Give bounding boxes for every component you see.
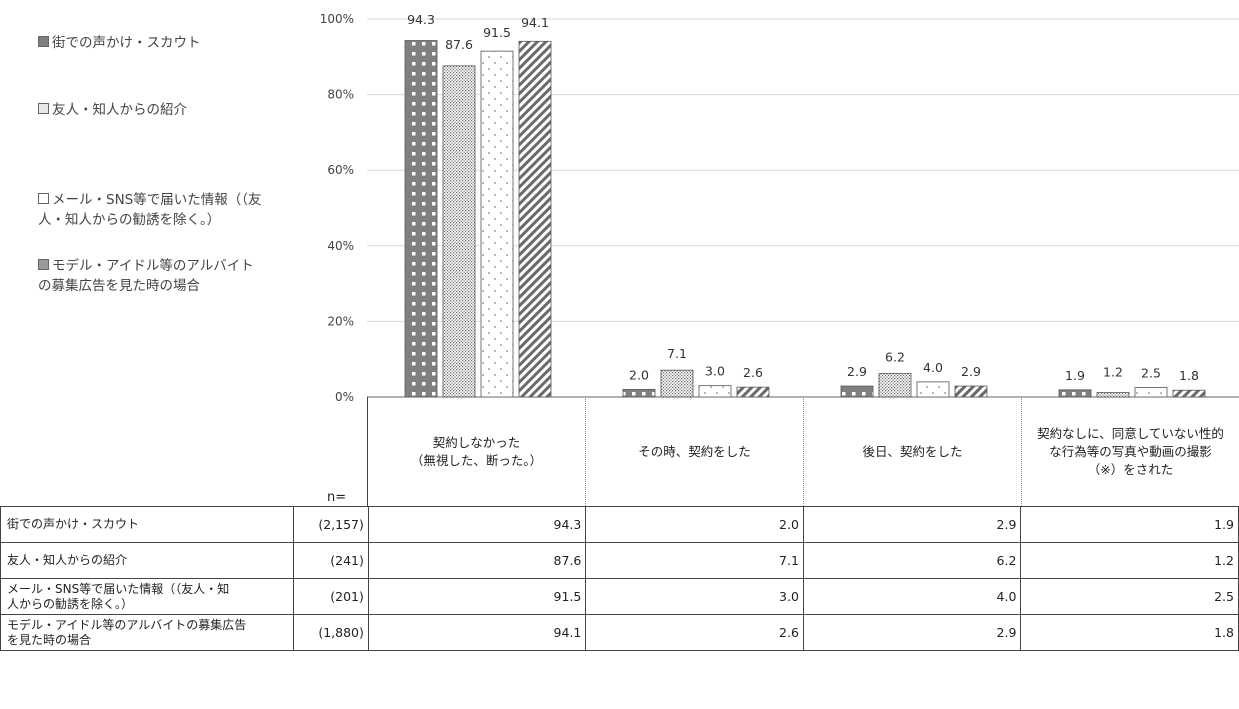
- bar-1-3: [736, 386, 770, 398]
- legend-item-3: モデル・アイドル等のアルバイト の募集広告を見た時の場合: [38, 236, 298, 296]
- bar-1-2: [698, 385, 732, 398]
- y-tick-label-2: 40%: [327, 239, 354, 253]
- value-label-3-3: 1.8: [1179, 368, 1199, 383]
- legend-swatch-3: [38, 258, 49, 270]
- value-label-3-0: 1.9: [1065, 368, 1085, 383]
- y-tick-label-0: 0%: [335, 390, 354, 404]
- bar-3-1: [1096, 392, 1130, 398]
- y-tick-label-5: 100%: [320, 12, 354, 26]
- bar-3-3: [1172, 389, 1206, 398]
- cell-0-3: 1.9: [1020, 506, 1239, 543]
- legend-label-1: 友人・知人からの紹介: [52, 102, 187, 118]
- cell-1-2: 6.2: [802, 542, 1022, 579]
- value-label-3-2: 2.5: [1141, 366, 1161, 381]
- cell-1-3: 1.2: [1020, 542, 1239, 579]
- bar-2-1: [878, 373, 912, 398]
- value-label-0-1: 87.6: [445, 37, 473, 52]
- legend-label-0: 街での声かけ・スカウト: [52, 35, 201, 51]
- cell-2-1: 3.0: [585, 578, 804, 615]
- value-label-1-0: 2.0: [629, 367, 649, 382]
- table-row: モデル・アイドル等のアルバイトの募集広告 を見た時の場合 (1,880) 94.…: [0, 614, 1239, 651]
- value-label-1-2: 3.0: [705, 364, 725, 379]
- row-label-2: メール・SNS等で届いた情報（（友人・知 人からの勧誘を除く。）: [0, 578, 294, 615]
- row-n-1: (241): [292, 542, 369, 579]
- value-label-0-3: 94.1: [521, 15, 549, 30]
- value-label-2-2: 4.0: [923, 360, 943, 375]
- data-table: 街での声かけ・スカウト (2,157) 94.3 2.0 2.9 1.9 友人・…: [0, 506, 1239, 651]
- y-tick-label-4: 80%: [327, 88, 354, 102]
- cell-1-1: 7.1: [585, 542, 804, 579]
- cell-2-0: 91.5: [367, 578, 587, 615]
- bar-2-2: [916, 381, 950, 398]
- n-label: n=: [327, 490, 347, 505]
- table-row: 街での声かけ・スカウト (2,157) 94.3 2.0 2.9 1.9: [0, 506, 1239, 543]
- bar-1-0: [622, 389, 656, 398]
- cell-3-2: 2.9: [802, 614, 1022, 651]
- row-n-3: (1,880): [292, 614, 369, 651]
- value-label-2-3: 2.9: [961, 364, 981, 379]
- legend-label-2: メール・SNS等で届いた情報（（友 人・知人からの勧誘を除く。）: [38, 192, 262, 228]
- bar-0-2: [480, 50, 514, 398]
- bar-0-0: [404, 40, 438, 398]
- cell-3-0: 94.1: [367, 614, 587, 651]
- legend-swatch-2: [38, 192, 49, 204]
- bar-0-3: [518, 40, 552, 398]
- value-label-0-2: 91.5: [483, 25, 511, 40]
- value-label-3-1: 1.2: [1103, 364, 1123, 379]
- bar-1-1: [660, 369, 694, 398]
- value-label-1-3: 2.6: [743, 365, 763, 380]
- bar-2-3: [954, 385, 988, 398]
- cell-0-0: 94.3: [367, 506, 587, 543]
- bar-3-0: [1058, 389, 1092, 398]
- legend-item-0: 街での声かけ・スカウト: [38, 33, 298, 53]
- legend-item-2: メール・SNS等で届いた情報（（友 人・知人からの勧誘を除く。）: [38, 170, 298, 230]
- table-row: 友人・知人からの紹介 (241) 87.6 7.1 6.2 1.2: [0, 542, 1239, 579]
- bar-2-0: [840, 385, 874, 398]
- row-label-0: 街での声かけ・スカウト: [0, 506, 294, 543]
- cell-3-1: 2.6: [585, 614, 804, 651]
- value-label-2-1: 6.2: [885, 350, 905, 365]
- column-header-2: 後日、契約をした: [803, 397, 1021, 506]
- column-header-0: 契約しなかった （無視した、断った。）: [367, 397, 585, 506]
- bar-3-2: [1134, 387, 1168, 398]
- column-header-3: 契約なしに、同意していない性的 な行為等の写真や動画の撮影 （※）をされた: [1021, 397, 1239, 506]
- cell-2-2: 4.0: [802, 578, 1022, 615]
- legend-swatch-1: [38, 102, 49, 114]
- legend-item-1: 友人・知人からの紹介: [38, 100, 298, 120]
- row-label-3: モデル・アイドル等のアルバイトの募集広告 を見た時の場合: [0, 614, 294, 651]
- legend-label-3: モデル・アイドル等のアルバイト の募集広告を見た時の場合: [38, 258, 254, 294]
- cell-1-0: 87.6: [367, 542, 587, 579]
- value-label-1-1: 7.1: [667, 346, 687, 361]
- cell-0-1: 2.0: [585, 506, 804, 543]
- cell-2-3: 2.5: [1020, 578, 1239, 615]
- table-row: メール・SNS等で届いた情報（（友人・知 人からの勧誘を除く。） (201) 9…: [0, 578, 1239, 615]
- column-header-1: その時、契約をした: [585, 397, 803, 506]
- value-label-2-0: 2.9: [847, 364, 867, 379]
- value-label-0-0: 94.3: [407, 12, 435, 27]
- bar-0-1: [442, 65, 476, 398]
- legend-swatch-0: [38, 35, 49, 47]
- row-label-1: 友人・知人からの紹介: [0, 542, 294, 579]
- cell-0-2: 2.9: [802, 506, 1022, 543]
- row-n-0: (2,157): [292, 506, 369, 543]
- cell-3-3: 1.8: [1020, 614, 1239, 651]
- y-tick-label-1: 20%: [327, 314, 354, 328]
- row-n-2: (201): [292, 578, 369, 615]
- y-tick-label-3: 60%: [327, 163, 354, 177]
